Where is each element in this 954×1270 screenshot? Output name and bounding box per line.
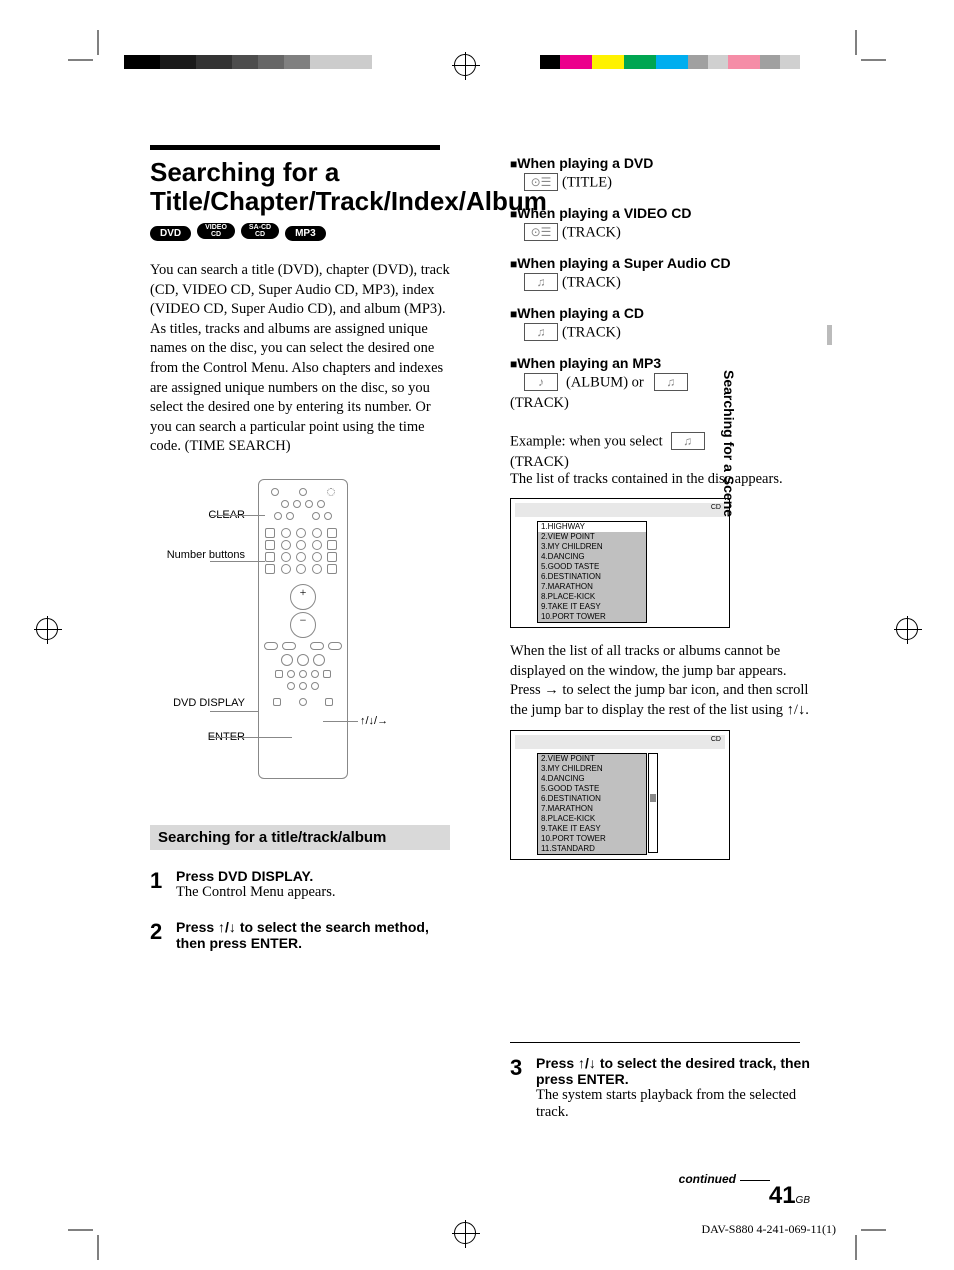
step-1-num: 1 [150,868,162,894]
track-icon: ♫ [524,273,558,291]
mp3-album-label: (ALBUM) or [566,375,644,391]
track-list-2: CD 2.VIEW POINT3.MY CHILDREN4.DANCING5.G… [510,730,730,860]
step-1-head: Press DVD DISPLAY. [176,868,450,884]
jump-bar-text: When the list of all tracks or albums ca… [510,642,810,720]
remote-figure: + − CLEAR Number buttons DVD DISPLAY ENT… [150,479,440,799]
track-icon: ♫ [671,432,705,450]
track-row: 6.DESTINATION [538,572,646,582]
registration-mark [36,618,58,640]
continued-label: continued [679,1172,770,1186]
remote-label-number: Number buttons [150,549,245,561]
main-heading: Searching for a Title/Chapter/Track/Inde… [150,158,450,215]
jump-bar[interactable] [648,753,658,853]
step-3-head: Press ↑/↓ to select the desired track, t… [536,1055,810,1087]
track-row: 3.MY CHILDREN [538,764,646,774]
heading-rule [150,145,440,150]
track-row: 4.DANCING [538,552,646,562]
print-color-blocks [540,55,800,69]
track-row: 10.PORT TOWER [538,834,646,844]
track-row: 4.DANCING [538,774,646,784]
side-index-bar [827,325,832,345]
registration-mark [454,1222,476,1244]
track-row: 2.VIEW POINT [538,532,646,542]
mode-mp3: ■When playing an MP3 [510,355,810,371]
track-row: 8.PLACE-KICK [538,814,646,824]
track-row: 5.GOOD TASTE [538,784,646,794]
track-row: 7.MARATHON [538,582,646,592]
track-row: 10.PORT TOWER [538,612,646,622]
print-gray-blocks [124,55,372,69]
sacd-label: (TRACK) [562,275,621,291]
example-lead: Example: when you select [510,434,663,450]
page-number: 41GB [769,1182,810,1210]
track-row: 2.VIEW POINT [538,754,646,764]
track-row: 7.MARATHON [538,804,646,814]
album-icon: ♪ [524,373,558,391]
mode-cd: ■When playing a CD [510,305,810,321]
track-icon: ⊙☰ [524,223,558,241]
example-label: (TRACK) [510,454,810,471]
dvd-label: (TITLE) [562,175,612,191]
track-row: 9.TAKE IT EASY [538,824,646,834]
mode-vcd: ■When playing a VIDEO CD [510,205,810,221]
track-icon: ♫ [654,373,688,391]
step-3-body: The system starts playback from the sele… [536,1087,810,1121]
registration-mark [896,618,918,640]
mp3-track-label: (TRACK) [510,395,810,412]
step-1: 1 Press DVD DISPLAY. The Control Menu ap… [150,868,450,901]
side-tab: Searching for a Scene [721,370,737,517]
badge-mp3: MP3 [285,226,326,241]
track-row: 3.MY CHILDREN [538,542,646,552]
section-rule [510,1042,800,1043]
badge-dvd: DVD [150,226,191,241]
remote-label-display: DVD DISPLAY [150,697,245,709]
track-list-1: CD 1.HIGHWAY2.VIEW POINT3.MY CHILDREN4.D… [510,498,730,628]
step-1-body: The Control Menu appears. [176,884,450,901]
remote-label-arrows: ↑/↓/→ [360,715,388,727]
track-row: 8.PLACE-KICK [538,592,646,602]
track-row: 1.HIGHWAY [538,522,646,532]
track-row: 5.GOOD TASTE [538,562,646,572]
step-3-num: 3 [510,1055,522,1081]
vcd-label: (TRACK) [562,225,621,241]
example-body: The list of tracks contained in the disc… [510,471,810,488]
intro-paragraph: You can search a title (DVD), chapter (D… [150,261,450,457]
track-icon: ♫ [524,323,558,341]
footer-doc-id: DAV-S880 4-241-069-11(1) [701,1222,836,1237]
track-row: 11.STANDARD [538,844,646,854]
track-row: 9.TAKE IT EASY [538,602,646,612]
registration-mark [454,54,476,76]
mode-sacd: ■When playing a Super Audio CD [510,255,810,271]
mode-dvd: ■When playing a DVD [510,155,810,171]
badge-sacd: SA-CDCD [241,223,279,239]
cd-label: (TRACK) [562,325,621,341]
step-2-num: 2 [150,919,162,945]
track-row: 6.DESTINATION [538,794,646,804]
sub-heading: Searching for a title/track/album [150,825,450,850]
step-2-head: Press ↑/↓ to select the search method, t… [176,919,450,951]
badge-vcd: VIDEOCD [197,223,235,239]
step-2: 2 Press ↑/↓ to select the search method,… [150,919,450,951]
title-icon: ⊙☰ [524,173,558,191]
format-badges: DVD VIDEOCD SA-CDCD MP3 [150,223,450,241]
